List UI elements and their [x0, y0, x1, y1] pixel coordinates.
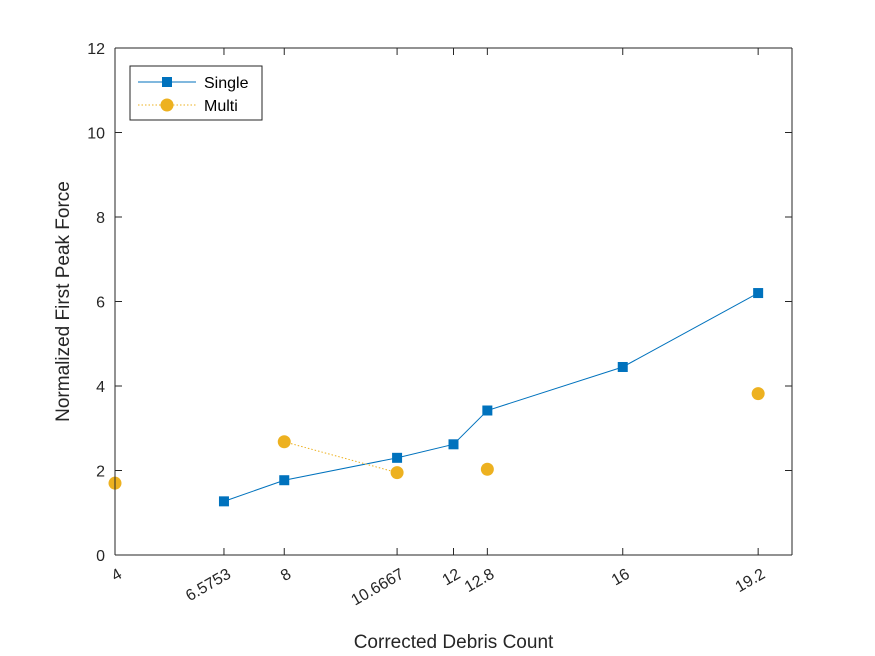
x-tick-label: 12 [440, 566, 464, 590]
series-layer [108, 288, 765, 507]
data-point [279, 475, 290, 486]
data-point [448, 439, 459, 450]
y-tick-label: 10 [87, 126, 105, 143]
series-multi [108, 387, 765, 490]
y-tick-label: 12 [87, 41, 105, 58]
y-tick-label: 6 [96, 295, 105, 312]
legend-marker [160, 98, 174, 112]
data-point [617, 361, 628, 372]
data-point [390, 466, 404, 480]
legend-label: Single [204, 75, 249, 92]
data-point [482, 405, 493, 416]
legend: Single Multi [129, 65, 263, 121]
y-tick-label: 0 [96, 548, 105, 565]
x-axis-label: Corrected Debris Count [354, 632, 554, 653]
data-point [277, 435, 291, 449]
y-tick-label: 2 [96, 464, 105, 481]
legend-marker [162, 77, 172, 87]
data-point [392, 452, 403, 463]
legend-box [129, 65, 263, 121]
x-tick-label: 16 [609, 566, 633, 590]
legend-entry-multi: Multi [138, 98, 238, 115]
data-point [753, 288, 764, 299]
data-point [480, 462, 494, 476]
legend-entry-single: Single [138, 75, 249, 92]
legend-label: Multi [204, 98, 238, 115]
data-point [218, 496, 229, 507]
y-tick-label: 8 [96, 210, 105, 227]
plot-area [115, 48, 792, 555]
y-axis-label: Normalized First Peak Force [53, 181, 74, 422]
data-point [751, 387, 765, 401]
y-tick-label: 4 [96, 379, 105, 396]
series-single [218, 288, 764, 507]
